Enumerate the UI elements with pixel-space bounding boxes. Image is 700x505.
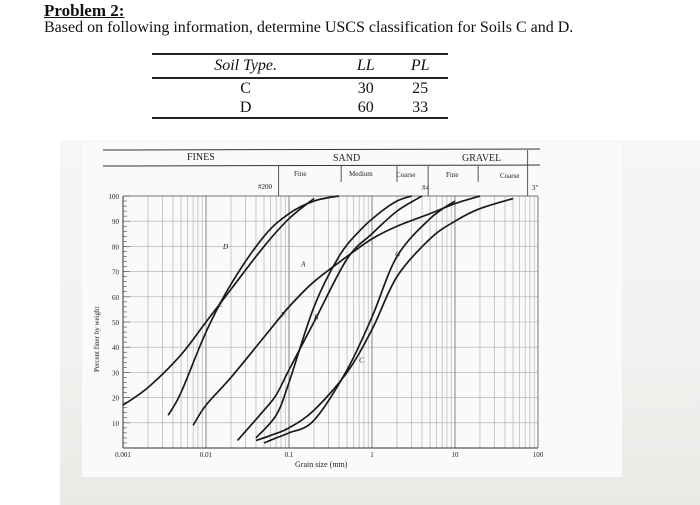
- size-class-header: FINES SAND Fine Medium Coarse GRAVEL Fin…: [102, 148, 541, 196]
- curve-label-g: G: [395, 250, 400, 258]
- x-tick-label: 0.001: [115, 451, 131, 459]
- curve-f: [255, 195, 412, 439]
- sand-fine-label: Fine: [294, 170, 306, 178]
- x-tick-label: 10: [452, 451, 460, 459]
- chart-sheet: [82, 142, 622, 477]
- problem-title: Problem 2:: [44, 1, 125, 20]
- gradation-curves: A B C D E F G: [122, 195, 514, 444]
- x-axis-label: Grain size (mm): [295, 460, 348, 469]
- curve-label-e: E: [217, 301, 223, 309]
- sand-medium-label: Medium: [349, 170, 373, 178]
- cell-ll: 30: [357, 79, 374, 97]
- curve-label-b: B: [314, 313, 319, 321]
- y-tick-label: 100: [109, 193, 120, 201]
- sieve-4-label: #4: [422, 184, 430, 192]
- x-tick-label: 100: [533, 451, 544, 459]
- cell-pl: 33: [392, 98, 448, 119]
- soil-properties-table: Soil Type. LL PL C 30 25 D 60 33: [152, 53, 448, 119]
- x-tick-label: 0.01: [200, 451, 213, 459]
- y-tick-label: 50: [112, 319, 120, 327]
- sand-label: SAND: [333, 153, 360, 164]
- curve-c: [263, 200, 456, 444]
- curve-label-f: F: [280, 311, 286, 319]
- cell-soil-type: C: [240, 79, 251, 97]
- size-3in-label: 3": [532, 184, 539, 192]
- header-mid-line: [102, 164, 541, 167]
- y-tick-label: 10: [112, 420, 120, 428]
- gravel-fine-label: Fine: [446, 171, 458, 179]
- y-tick-label: 20: [112, 395, 120, 403]
- cell-pl: 25: [412, 79, 429, 97]
- y-tick-label: 90: [112, 218, 120, 226]
- y-tick-label: 30: [112, 369, 120, 377]
- chart-grid: [122, 195, 538, 448]
- cell-ll: 60: [339, 98, 393, 119]
- header-ll: LL: [339, 53, 393, 79]
- table-row: C 30 25: [152, 78, 448, 98]
- table-row: D 60 33: [152, 98, 448, 119]
- curve-b: [236, 195, 423, 441]
- y-tick-label: 60: [112, 294, 120, 302]
- header-pl: PL: [392, 53, 448, 79]
- gravel-coarse-label: Coarse: [500, 172, 519, 180]
- y-tick-label: 40: [112, 344, 120, 352]
- y-tick-label: 70: [112, 269, 120, 277]
- curve-g: [255, 197, 514, 442]
- header-soil-type: Soil Type.: [152, 53, 340, 79]
- curve-label-c: C: [359, 356, 364, 364]
- header-top-line: [102, 148, 541, 151]
- curve-e: [122, 197, 315, 406]
- sand-coarse-label: Coarse: [396, 171, 415, 179]
- y-axis-label: Percent finer by weight: [93, 306, 101, 372]
- cell-soil-type: D: [152, 98, 340, 119]
- curve-label-d: D: [222, 243, 228, 251]
- curve-label-a: A: [300, 261, 306, 269]
- gravel-label: GRAVEL: [462, 153, 501, 164]
- problem-statement: Based on following information, determin…: [44, 19, 574, 36]
- sieve-200-label: #200: [258, 183, 273, 191]
- table-header-row: Soil Type. LL PL: [152, 53, 448, 79]
- y-tick-label: 80: [112, 243, 120, 251]
- chart-axes: 10 20 30 40 50 60 70 80 90 100 0.001 0.01 0.1 1 10 100: [109, 193, 544, 459]
- x-tick-label: 0.1: [285, 451, 294, 459]
- x-tick-label: 1: [370, 451, 374, 459]
- curve-d: [167, 195, 340, 416]
- fines-label: FINES: [187, 152, 215, 163]
- curve-a: [192, 195, 481, 426]
